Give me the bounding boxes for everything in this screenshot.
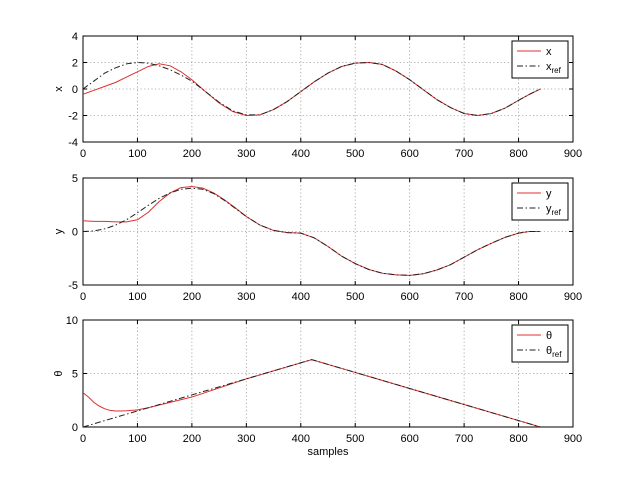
legend-box bbox=[511, 182, 569, 221]
x-tick-label: 0 bbox=[80, 433, 86, 445]
legend-entry-label: y bbox=[546, 188, 552, 200]
legend-entry-label: θ bbox=[546, 330, 552, 342]
legend: y yref bbox=[511, 182, 569, 221]
x-tick-label: 200 bbox=[183, 148, 201, 160]
x-tick-label: 800 bbox=[509, 291, 527, 303]
y-tick-label: 5 bbox=[72, 173, 78, 185]
series-line-θ_ref bbox=[83, 359, 541, 427]
legend-entry-label: xref bbox=[546, 61, 562, 75]
y-tick-label: 0 bbox=[72, 227, 78, 239]
x-tick-label: 700 bbox=[455, 291, 473, 303]
x-tick-label: 900 bbox=[564, 433, 582, 445]
x-tick-label: 400 bbox=[292, 291, 310, 303]
y-tick-label: -5 bbox=[68, 280, 78, 292]
y-tick-label: 10 bbox=[66, 315, 78, 327]
x-tick-label: 100 bbox=[128, 291, 146, 303]
legend-entry-label: yref bbox=[546, 203, 562, 217]
series-line-x_ref bbox=[83, 61, 541, 117]
y-tick-label: -2 bbox=[68, 111, 78, 123]
x-tick-label: 800 bbox=[509, 433, 527, 445]
y-axis-label: y bbox=[53, 228, 65, 234]
x-tick-label: 0 bbox=[80, 148, 86, 160]
x-tick-label: 500 bbox=[346, 148, 364, 160]
x-tick-label: 400 bbox=[292, 433, 310, 445]
x-tick-label: 900 bbox=[564, 148, 582, 160]
y-tick-label: 0 bbox=[72, 84, 78, 96]
x-axis-label: samples bbox=[308, 446, 349, 458]
x-tick-label: 100 bbox=[128, 433, 146, 445]
x-tick-label: 500 bbox=[346, 291, 364, 303]
x-tick-label: 200 bbox=[183, 291, 201, 303]
y-tick-label: 5 bbox=[72, 369, 78, 381]
x-tick-label: 500 bbox=[346, 433, 364, 445]
x-tick-label: 300 bbox=[237, 148, 255, 160]
y-tick-label: -4 bbox=[68, 137, 78, 149]
legend-entry-label: x bbox=[546, 46, 552, 58]
x-tick-label: 0 bbox=[80, 291, 86, 303]
x-tick-label: 200 bbox=[183, 433, 201, 445]
y-tick-label: 4 bbox=[72, 31, 78, 43]
x-tick-label: 600 bbox=[400, 433, 418, 445]
legend: x xref bbox=[511, 40, 569, 79]
x-tick-label: 400 bbox=[292, 148, 310, 160]
x-tick-label: 600 bbox=[400, 148, 418, 160]
series-line-y_ref bbox=[83, 187, 541, 276]
legend-box bbox=[511, 324, 569, 363]
legend-box bbox=[511, 40, 569, 79]
x-tick-label: 300 bbox=[237, 433, 255, 445]
y-axis-label: x bbox=[53, 86, 65, 92]
x-tick-label: 800 bbox=[509, 148, 527, 160]
x-tick-label: 100 bbox=[128, 148, 146, 160]
y-tick-label: 2 bbox=[72, 58, 78, 70]
x-tick-label: 600 bbox=[400, 291, 418, 303]
legend: θ θref bbox=[511, 324, 569, 363]
y-tick-label: 0 bbox=[72, 422, 78, 434]
x-tick-label: 300 bbox=[237, 291, 255, 303]
x-subplot: 0 100 200 300 400 500 600 700 800 900 -4 -2 0 2 4 x x xre… bbox=[53, 31, 582, 160]
legend-entry-label: θref bbox=[546, 345, 562, 359]
theta-subplot: 0 100 200 300 400 500 600 700 800 900 0 5 10 θ samples… bbox=[53, 315, 582, 458]
x-tick-label: 700 bbox=[455, 433, 473, 445]
x-tick-label: 900 bbox=[564, 291, 582, 303]
x-tick-label: 700 bbox=[455, 148, 473, 160]
y-axis-label: θ bbox=[53, 370, 65, 376]
